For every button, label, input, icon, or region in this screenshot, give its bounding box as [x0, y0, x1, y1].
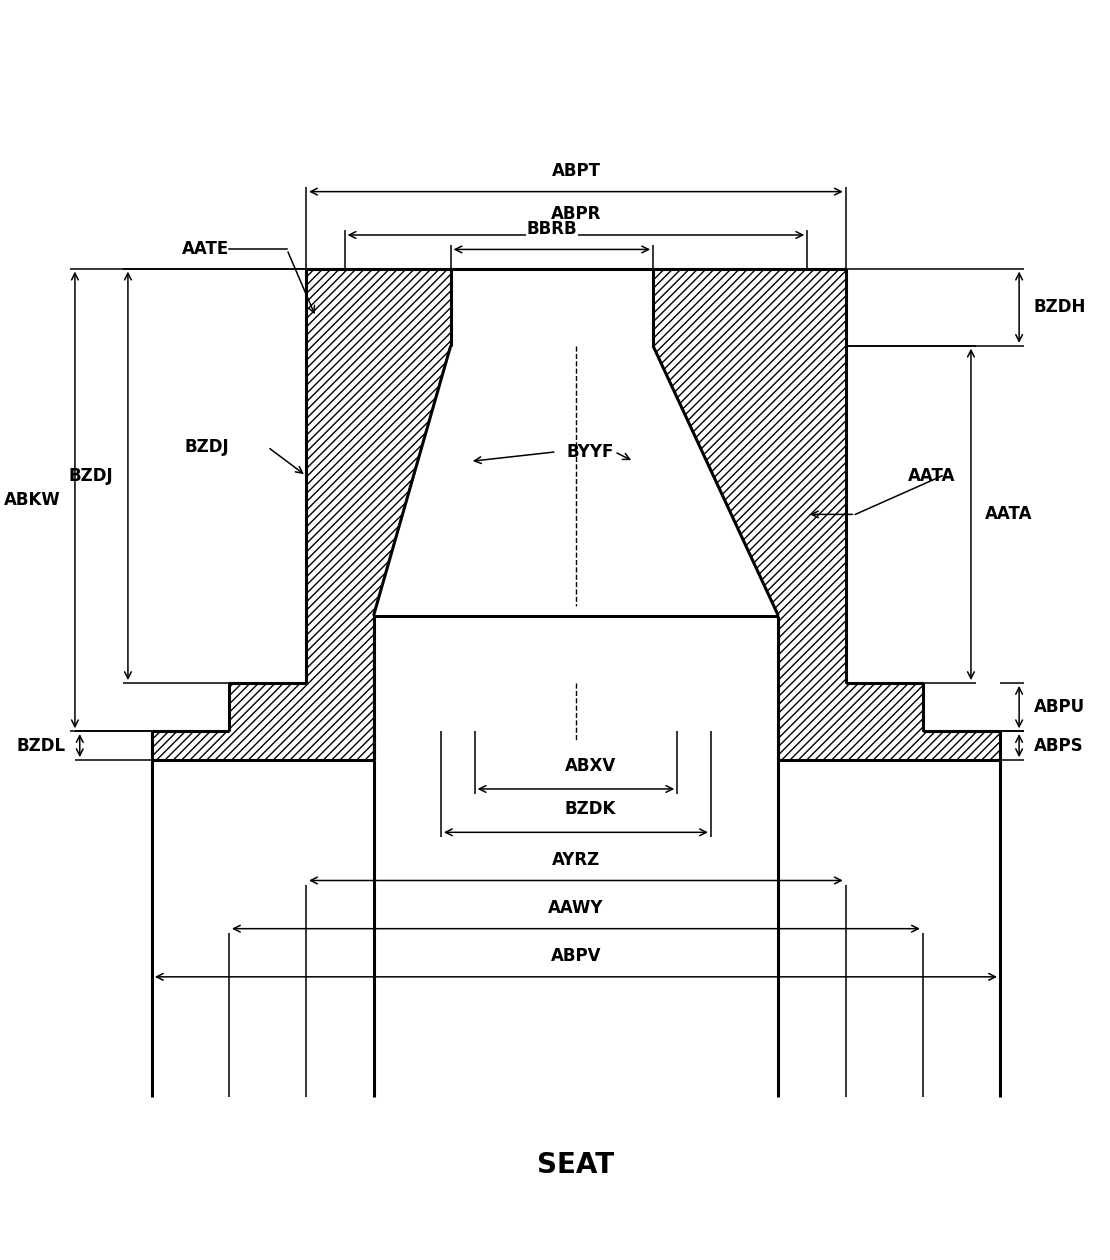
Text: ABPS: ABPS: [1033, 737, 1083, 755]
Text: SEAT: SEAT: [537, 1150, 615, 1178]
Text: ABPV: ABPV: [551, 948, 602, 965]
Text: AATE: AATE: [182, 241, 229, 258]
Text: AATA: AATA: [986, 505, 1033, 523]
Polygon shape: [653, 268, 1000, 760]
Text: ABXV: ABXV: [565, 756, 616, 775]
Text: BZDJ: BZDJ: [184, 438, 229, 456]
Polygon shape: [152, 268, 451, 760]
Text: BZDH: BZDH: [1033, 299, 1086, 316]
Text: AYRZ: AYRZ: [552, 850, 601, 869]
Text: AAWY: AAWY: [548, 900, 604, 917]
Text: BBRB: BBRB: [526, 220, 577, 238]
Text: BZDJ: BZDJ: [69, 467, 113, 485]
Text: AATA: AATA: [908, 467, 956, 485]
Text: BZDL: BZDL: [17, 737, 65, 755]
Text: ABPT: ABPT: [552, 163, 601, 180]
Text: ABPR: ABPR: [551, 205, 602, 223]
Text: BZDK: BZDK: [565, 800, 616, 818]
Text: BYYF: BYYF: [566, 442, 614, 461]
Text: ABPU: ABPU: [1033, 698, 1084, 716]
Text: ABKW: ABKW: [3, 491, 60, 509]
